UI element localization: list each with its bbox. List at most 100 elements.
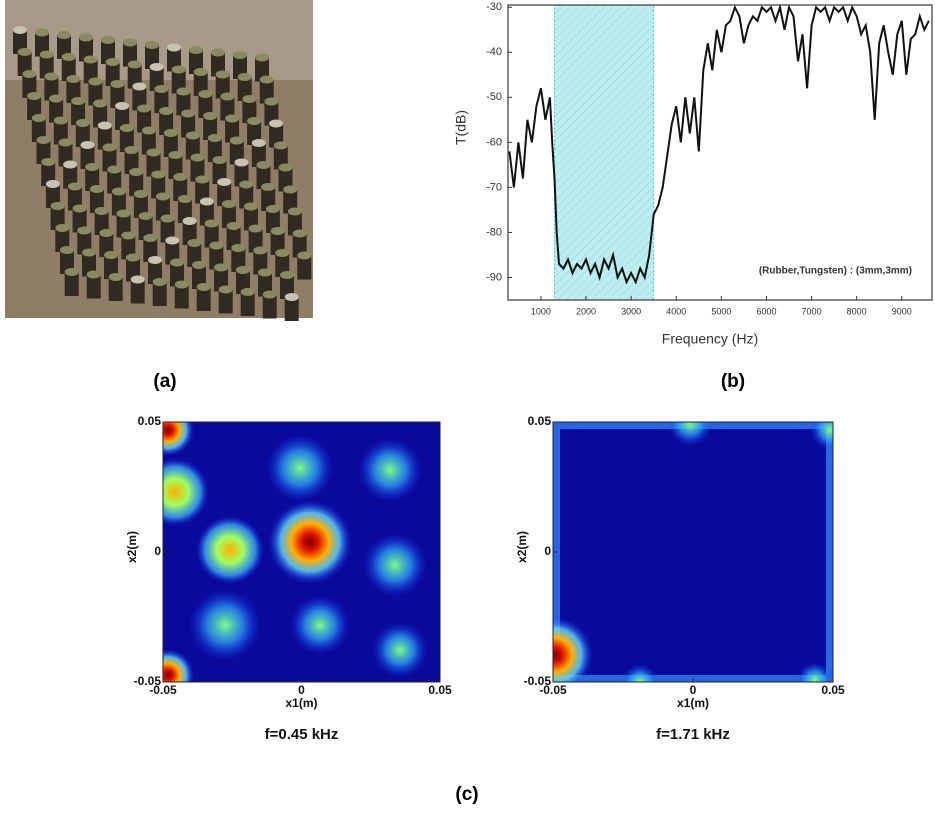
cylinder: [66, 79, 81, 103]
cylinder: [79, 37, 93, 62]
cylinder: [198, 94, 213, 118]
cylinder: [101, 40, 115, 64]
heat-blob: [372, 622, 428, 678]
cylinder-top: [185, 131, 200, 140]
cylinder-top: [259, 75, 274, 84]
cylinder: [63, 164, 78, 189]
caption: f=0.45 kHz: [265, 726, 339, 743]
cylinder: [225, 118, 240, 143]
cylinder: [126, 257, 140, 282]
cylinder-top: [199, 197, 214, 206]
cylinder: [273, 145, 288, 170]
cylinder-top: [124, 146, 139, 154]
cylinder: [215, 74, 230, 99]
cylinder: [146, 152, 161, 177]
x-tick-label: 4000: [666, 306, 686, 316]
cylinder: [93, 103, 108, 128]
cylinder: [176, 91, 191, 116]
cylinder-top: [72, 204, 87, 213]
cylinder-top: [174, 280, 189, 289]
cylinder-top: [248, 224, 263, 233]
cylinder-top: [204, 219, 219, 228]
cylinder-top: [17, 48, 32, 56]
cylinder-top: [31, 114, 46, 122]
cylinder-top: [192, 261, 206, 269]
cylinder-top: [61, 53, 76, 61]
cylinder-top: [275, 249, 290, 257]
cylinder: [261, 187, 276, 211]
cylinder-top: [107, 165, 122, 174]
cylinder-top: [66, 75, 81, 83]
cylinder: [242, 99, 257, 123]
cylinder-top: [280, 271, 294, 279]
cylinder: [229, 140, 244, 165]
x-axis-label: x1(m): [677, 696, 709, 710]
cylinder-top: [214, 263, 228, 272]
cylinder: [221, 204, 236, 228]
cylinder: [255, 57, 269, 82]
heat-blob: [668, 422, 712, 446]
cylinder-top: [264, 97, 279, 106]
cylinder: [97, 125, 112, 150]
cylinder: [287, 211, 302, 236]
cylinder: [185, 135, 200, 160]
plot-frame: [507, 4, 933, 301]
cylinder-top: [165, 236, 180, 245]
cylinder: [83, 59, 98, 84]
cylinder-top: [207, 134, 222, 142]
cylinder: [297, 255, 312, 280]
cylinder-top: [115, 102, 130, 110]
cylinder-top: [126, 253, 140, 262]
cylinder: [39, 54, 54, 79]
cylinder: [44, 76, 59, 101]
cylinder-top: [229, 136, 244, 145]
cylinder: [61, 57, 76, 81]
cylinder-top: [203, 112, 218, 120]
y-tick-label: -0.05: [134, 674, 162, 688]
heat-blob: [163, 458, 209, 526]
cylinder: [64, 272, 79, 296]
cylinder-top: [39, 50, 54, 59]
cylinder: [247, 121, 262, 145]
cylinder-top: [89, 185, 104, 193]
cylinder-top: [209, 241, 224, 250]
cylinder: [212, 160, 227, 184]
cylinder: [45, 184, 60, 208]
cylinder-top: [292, 229, 307, 238]
cylinder-top: [198, 90, 213, 98]
cylinder: [174, 284, 189, 309]
cylinder: [204, 223, 219, 248]
cylinder: [292, 233, 307, 258]
cylinder: [165, 240, 180, 265]
cylinder: [148, 260, 162, 284]
cylinder-top: [225, 114, 240, 123]
cylinder-top: [154, 85, 169, 93]
cylinder: [60, 250, 74, 274]
cylinder-top: [270, 227, 285, 235]
cylinder: [154, 89, 169, 113]
cylinder-top: [133, 190, 148, 198]
cylinder: [218, 289, 233, 314]
cylinder: [138, 216, 153, 240]
cylinder: [55, 228, 70, 252]
x-tick-label: 0.05: [428, 683, 452, 697]
cylinder-top: [94, 207, 109, 215]
cylinder-top: [55, 224, 70, 232]
heat-blob: [268, 500, 352, 584]
cylinder-top: [212, 156, 227, 164]
x-tick-label: 1000: [531, 306, 551, 316]
cylinder-top: [105, 58, 120, 66]
cylinder-top: [121, 231, 136, 240]
cylinder: [237, 77, 252, 101]
x-axis-label: Frequency (Hz): [662, 331, 758, 347]
cylinder: [89, 189, 104, 213]
heat-blob: [163, 422, 194, 456]
cylinder: [71, 101, 86, 125]
cylinder: [234, 162, 249, 187]
heat-blob: [163, 649, 194, 682]
y-tick-label: -70: [486, 181, 502, 193]
x-tick-label: 7000: [802, 306, 822, 316]
panel-label: (c): [455, 784, 478, 805]
cylinder-top: [218, 285, 233, 294]
cylinder-top: [160, 214, 175, 223]
